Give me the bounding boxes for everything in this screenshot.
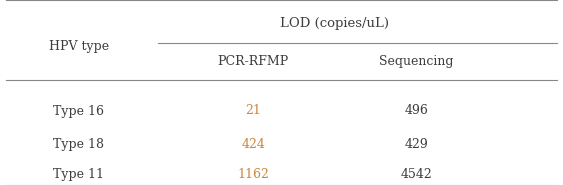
Text: Type 18: Type 18 <box>53 138 104 151</box>
Text: Type 11: Type 11 <box>53 168 104 181</box>
Text: 429: 429 <box>405 138 428 151</box>
Text: LOD (copies/uL): LOD (copies/uL) <box>280 17 390 30</box>
Text: 496: 496 <box>405 105 428 117</box>
Text: 1162: 1162 <box>238 168 269 181</box>
Text: 4542: 4542 <box>401 168 432 181</box>
Text: HPV type: HPV type <box>49 40 109 53</box>
Text: 424: 424 <box>242 138 265 151</box>
Text: 21: 21 <box>245 105 261 117</box>
Text: Sequencing: Sequencing <box>379 56 454 68</box>
Text: Type 16: Type 16 <box>53 105 104 117</box>
Text: PCR-RFMP: PCR-RFMP <box>218 56 289 68</box>
